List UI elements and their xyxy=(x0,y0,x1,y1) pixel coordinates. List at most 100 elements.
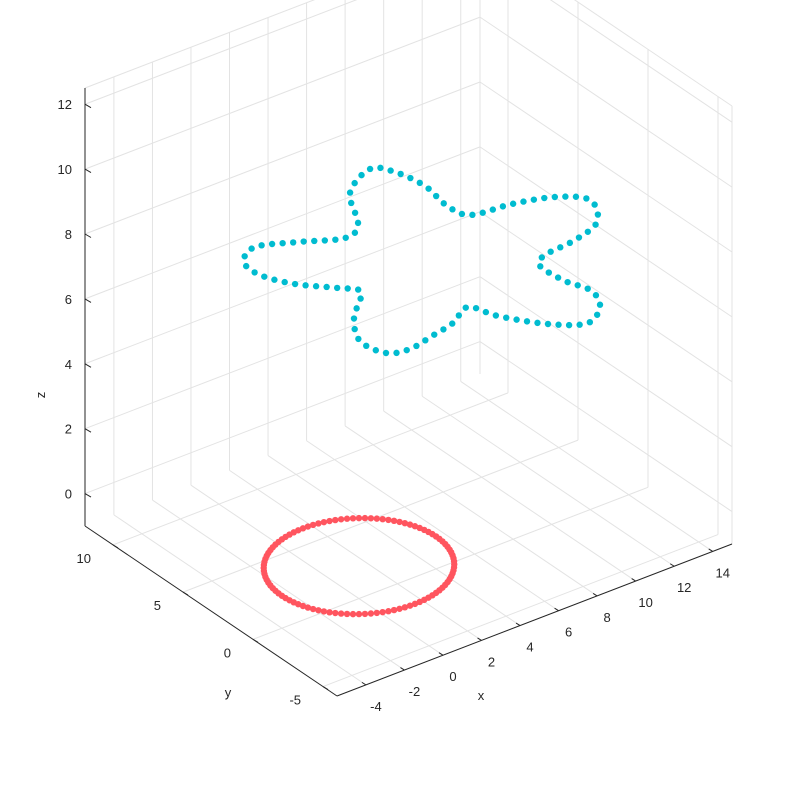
data-point xyxy=(596,301,604,308)
data-point xyxy=(547,248,554,255)
gridline xyxy=(479,276,733,448)
series-curve xyxy=(241,164,604,357)
x-tick xyxy=(631,578,636,582)
data-point xyxy=(593,311,601,318)
data-point xyxy=(576,321,583,328)
data-point xyxy=(300,238,307,245)
gridline xyxy=(479,16,733,188)
data-point xyxy=(366,165,374,173)
data-point xyxy=(385,516,392,524)
x-tick xyxy=(592,592,598,597)
data-point xyxy=(332,516,339,524)
data-point xyxy=(315,520,322,527)
x-tick-label: 14 xyxy=(715,565,729,580)
data-point xyxy=(242,262,250,270)
data-point xyxy=(440,326,447,333)
gridline xyxy=(479,341,733,512)
gridline xyxy=(84,16,481,170)
data-point xyxy=(545,269,553,276)
y-tick-label: 10 xyxy=(77,551,91,566)
data-point xyxy=(431,331,438,338)
data-point xyxy=(469,211,476,219)
y-tick xyxy=(322,686,329,690)
data-point xyxy=(401,604,409,611)
gridline xyxy=(421,395,675,567)
data-point xyxy=(407,174,414,182)
data-point xyxy=(258,242,265,249)
data-point xyxy=(349,610,357,618)
data-point xyxy=(566,239,574,247)
data-point xyxy=(311,237,318,245)
z-tick-label: 6 xyxy=(65,292,72,307)
data-point xyxy=(346,189,354,196)
data-point xyxy=(455,312,463,319)
x-axis-label: x xyxy=(478,688,485,703)
data-point xyxy=(479,209,486,216)
data-point xyxy=(323,283,330,291)
data-point xyxy=(333,284,341,292)
data-point xyxy=(436,535,443,543)
data-point xyxy=(379,515,386,523)
data-point xyxy=(537,263,544,270)
x-tick xyxy=(477,637,482,641)
y-tick-label: 0 xyxy=(224,645,231,660)
x-tick xyxy=(361,681,367,686)
gridline xyxy=(190,484,444,656)
y-tick-label: 5 xyxy=(154,598,161,613)
data-point xyxy=(520,198,527,205)
x-tick xyxy=(669,563,675,567)
gridline xyxy=(84,0,358,105)
data-point xyxy=(406,521,414,528)
data-point xyxy=(342,234,349,241)
data-point xyxy=(326,517,333,525)
data-point xyxy=(377,164,384,172)
gridline xyxy=(152,499,405,671)
x-tick-label: 6 xyxy=(565,625,572,640)
data-point xyxy=(554,274,562,281)
data-point xyxy=(309,605,317,613)
gridline xyxy=(549,0,733,123)
data-point xyxy=(523,318,531,325)
gridline xyxy=(322,534,719,688)
x-tick xyxy=(708,548,713,552)
gridline xyxy=(460,381,714,552)
data-point xyxy=(320,608,328,615)
tick-labels: -4 -2 0 2 4 6 8 10 12 14 -5 0 5 10 0 2 4 6 8 10 12 xyxy=(58,97,730,714)
z-tick xyxy=(84,233,92,238)
data-point xyxy=(574,282,581,289)
gridline xyxy=(84,341,481,495)
data-point xyxy=(351,179,358,187)
series-circle xyxy=(260,514,458,618)
data-point xyxy=(251,269,258,276)
gridline xyxy=(84,276,481,430)
gridline xyxy=(252,486,649,640)
data-point xyxy=(291,280,299,288)
data-point xyxy=(348,199,355,207)
y-axis xyxy=(84,525,338,697)
data-point xyxy=(351,229,359,236)
data-point xyxy=(416,179,423,187)
data-point xyxy=(367,515,375,522)
data-point xyxy=(557,244,564,251)
data-point xyxy=(304,523,312,530)
data-point xyxy=(403,346,410,354)
data-point xyxy=(357,295,364,302)
data-point xyxy=(248,245,255,252)
data-point xyxy=(393,349,400,357)
data-point xyxy=(355,514,363,522)
box-edge xyxy=(573,0,733,107)
data-point xyxy=(373,609,381,617)
data-point xyxy=(449,320,456,327)
x-tick-label: 8 xyxy=(604,610,611,625)
data-point xyxy=(401,519,409,527)
gridline xyxy=(479,146,733,318)
y-tick-label: -5 xyxy=(289,693,301,708)
data-point xyxy=(592,292,600,299)
data-point xyxy=(355,335,362,343)
data-point xyxy=(462,304,469,311)
data-point xyxy=(373,515,381,522)
z-tick-label: 10 xyxy=(58,162,72,177)
z-axis-label: z xyxy=(33,392,48,399)
data-point xyxy=(530,196,538,203)
